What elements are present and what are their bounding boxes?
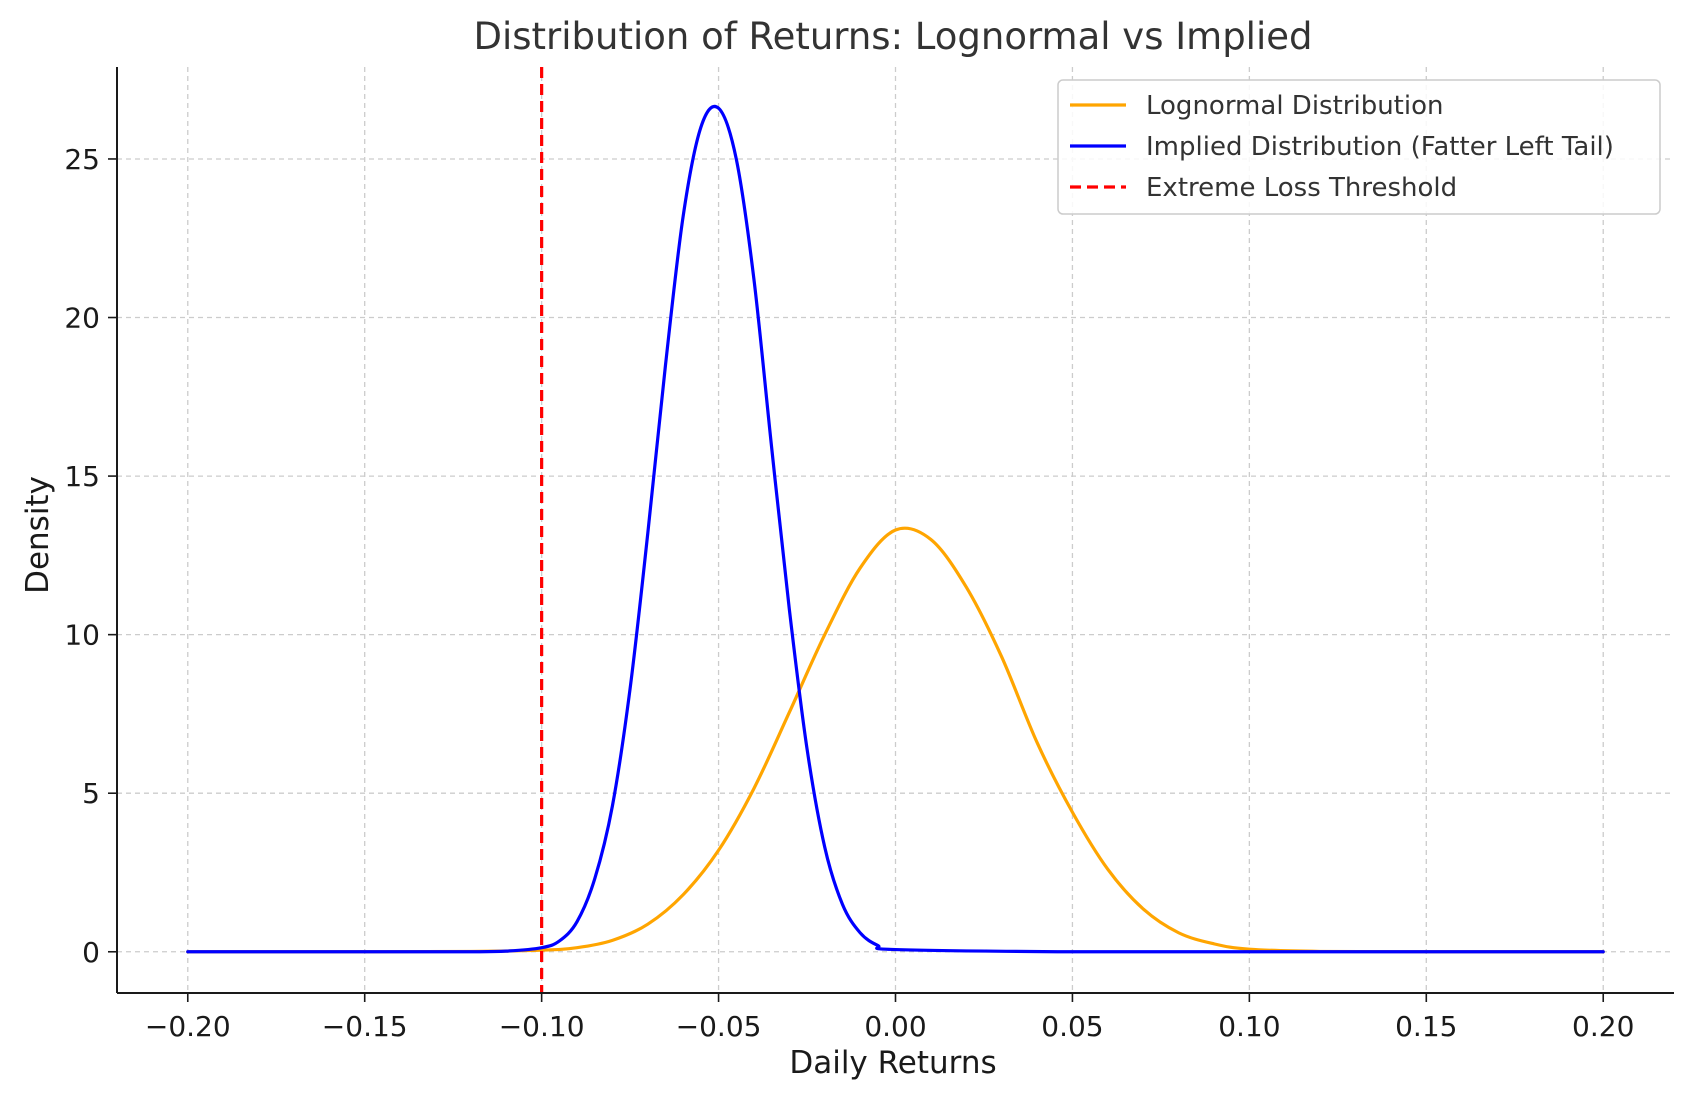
x-tick-label: −0.20 [145, 1010, 231, 1043]
y-tick-label: 5 [82, 777, 100, 810]
x-axis-label: Daily Returns [789, 1045, 996, 1081]
legend-label: Lognormal Distribution [1146, 91, 1444, 121]
y-tick-label: 20 [64, 302, 100, 335]
y-tick-label: 15 [64, 460, 100, 493]
x-tick-label: −0.10 [499, 1010, 585, 1043]
y-tick-label: 0 [82, 936, 100, 969]
legend-label: Implied Distribution (Fatter Left Tail) [1146, 132, 1614, 162]
legend: Lognormal Distribution Implied Distributi… [1057, 79, 1661, 215]
x-tick-label: 0.15 [1395, 1010, 1457, 1043]
series-line-lognormal [186, 526, 1605, 954]
x-tick-label: 0.20 [1572, 1010, 1634, 1043]
x-tick-label: 0.00 [864, 1010, 926, 1043]
legend-label: Extreme Loss Threshold [1146, 173, 1457, 203]
x-tick-label: 0.10 [1218, 1010, 1280, 1043]
y-tick-label: 10 [64, 619, 100, 652]
x-tick-label: −0.15 [322, 1010, 408, 1043]
legend-box [1057, 79, 1661, 215]
chart-title: Distribution of Returns: Lognormal vs Im… [473, 15, 1312, 58]
ticks: −0.20 −0.15 −0.10 −0.05 0.00 0.05 0.10 0.15 0.20… [64, 143, 1634, 1043]
x-tick-label: 0.05 [1041, 1010, 1103, 1043]
y-tick-label: 25 [64, 143, 100, 176]
x-tick-label: −0.05 [676, 1010, 762, 1043]
series-line-implied [186, 104, 1605, 954]
y-axis-label: Density [20, 476, 56, 594]
series-layer [186, 67, 1605, 993]
